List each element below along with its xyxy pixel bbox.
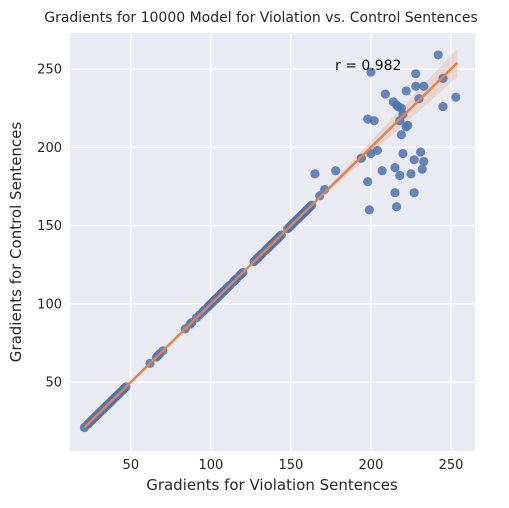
regression-line-group: [83, 61, 459, 429]
data-point: [417, 164, 427, 174]
x-tick-label: 100: [198, 458, 223, 473]
data-point: [363, 177, 373, 187]
tick-labels: 50 100 150 200 250 50 100 150 200 250: [37, 63, 463, 473]
y-tick-label: 50: [45, 376, 62, 391]
data-point: [403, 120, 413, 130]
data-point: [409, 188, 419, 198]
data-point: [419, 156, 429, 166]
data-point: [331, 166, 341, 176]
data-point: [396, 130, 406, 140]
x-tick-label: 50: [123, 458, 140, 473]
data-point: [310, 169, 320, 179]
y-tick-label: 250: [37, 63, 62, 78]
data-point: [411, 81, 421, 91]
grid-lines: [70, 33, 475, 451]
data-point: [398, 148, 408, 159]
data-point: [364, 205, 374, 215]
data-point: [451, 92, 461, 102]
data-point: [366, 67, 376, 77]
data-point: [406, 169, 416, 179]
x-tick-label: 200: [359, 458, 384, 473]
chart-title: Gradients for 10000 Model for Violation …: [44, 10, 478, 26]
data-point: [372, 145, 382, 156]
y-axis-label: Gradients for Control Sentences: [7, 122, 25, 363]
data-point: [390, 163, 400, 173]
y-tick-label: 150: [37, 219, 62, 234]
x-axis-label: Gradients for Violation Sentences: [146, 476, 398, 494]
x-tick-label: 250: [439, 458, 464, 473]
data-point: [377, 166, 387, 176]
data-point: [395, 170, 405, 181]
data-point: [411, 69, 421, 79]
data-point: [380, 89, 390, 99]
data-point: [415, 147, 426, 157]
data-point: [433, 50, 443, 60]
data-point: [401, 86, 411, 96]
data-point: [391, 202, 402, 212]
y-tick-label: 100: [37, 297, 62, 312]
data-point: [419, 81, 429, 91]
x-tick-label: 150: [278, 458, 303, 473]
correlation-annotation: r = 0.982: [335, 58, 401, 74]
data-point: [369, 116, 379, 126]
data-point: [409, 155, 419, 165]
regression-line: [83, 61, 459, 429]
data-point: [438, 101, 448, 112]
data-point: [390, 188, 400, 198]
y-tick-label: 200: [37, 141, 62, 156]
